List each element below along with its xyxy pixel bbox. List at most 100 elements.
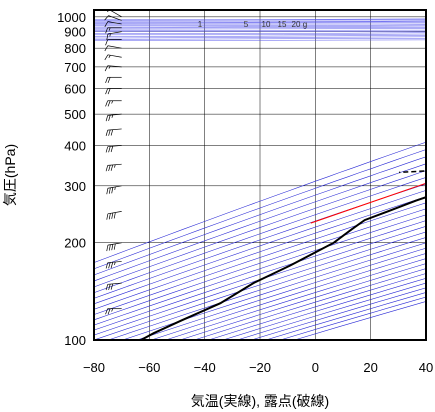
x-tick-label: 0 — [312, 360, 319, 375]
wind-barb-flag — [108, 213, 111, 220]
wind-barb-flag — [105, 39, 108, 46]
profile-lines — [140, 170, 426, 340]
wind-barb — [104, 21, 122, 27]
adiabat-lines — [94, 10, 426, 340]
wind-barb-flag — [105, 88, 108, 95]
mixing-ratio-label: 10 — [262, 20, 271, 29]
wind-barb-flag — [111, 100, 114, 104]
y-axis-title: 気圧(hPa) — [2, 144, 18, 206]
wind-barb-flag — [107, 77, 111, 84]
wind-barb — [106, 211, 122, 220]
mixing-ratio-label: 5 — [244, 20, 249, 29]
wind-barb-flag — [111, 308, 114, 312]
y-tick-label: 400 — [64, 138, 86, 153]
dry-adiabat-line — [94, 196, 426, 310]
plot-frame — [93, 9, 427, 341]
wind-barb-staff — [107, 31, 122, 35]
dry-adiabat-line — [94, 141, 426, 263]
parcel-line — [310, 182, 426, 224]
wind-barb-flag — [110, 164, 114, 171]
dry-adiabat-line — [179, 263, 426, 340]
dry-adiabat-line — [94, 177, 426, 293]
wind-barb — [105, 27, 122, 34]
wind-barb-flag — [110, 129, 114, 136]
wind-barb-flag — [110, 262, 114, 269]
wind-barb-staff — [107, 128, 122, 131]
y-tick-label: 600 — [64, 82, 86, 97]
wind-barb-flag — [113, 243, 116, 250]
wind-barb — [105, 282, 122, 291]
x-axis-title: 気温(実線), 露点(破線) — [191, 393, 329, 409]
wind-barb-flag — [108, 187, 111, 194]
wind-barb-staff — [109, 10, 122, 18]
wind-barb — [106, 242, 122, 252]
dry-adiabat-line — [94, 231, 426, 340]
wind-barb-flag — [104, 54, 109, 61]
wind-barb — [105, 88, 122, 95]
wind-barb-staff — [108, 15, 122, 21]
wind-barb-flag — [114, 164, 116, 168]
wind-barb — [105, 100, 122, 107]
wind-barb — [105, 261, 122, 269]
wind-barb-flag — [107, 88, 111, 95]
wind-barb-flag — [105, 308, 108, 315]
wind-barb-flag — [104, 65, 109, 72]
wind-barb-flag — [105, 146, 109, 153]
dry-adiabat-line — [94, 208, 426, 321]
dry-adiabat-line — [94, 202, 426, 315]
dry-adiabat-line — [94, 156, 426, 276]
dry-adiabat-line — [94, 225, 426, 336]
mixing-ratio-label: g — [303, 20, 307, 29]
wind-barb-flag — [108, 165, 111, 172]
wind-barb — [104, 54, 122, 61]
wind-barb-staff — [107, 21, 122, 25]
dry-adiabat-line — [94, 190, 426, 305]
wind-barb-staff — [107, 45, 122, 49]
wind-barb-flag — [111, 114, 114, 118]
dry-adiabat-line — [265, 292, 426, 340]
mixing-ratio-label: 20 — [292, 20, 301, 29]
wind-barb-flag — [111, 187, 114, 194]
wind-barb-flag — [106, 245, 109, 252]
wind-barb-staff — [107, 242, 122, 246]
y-tick-label: 500 — [64, 107, 86, 122]
wind-barb-flag — [111, 212, 114, 219]
wind-barb-flag — [107, 308, 111, 315]
dry-adiabat-line — [222, 278, 426, 340]
wind-barb-flag — [104, 45, 109, 52]
y-tick-label: 100 — [64, 333, 86, 348]
dry-adiabat-line — [237, 282, 426, 340]
dry-adiabat-line — [280, 296, 426, 340]
wind-barb-flag — [105, 115, 109, 122]
y-tick-label: 1000 — [57, 10, 86, 25]
x-tick-label: 20 — [363, 360, 377, 375]
y-tick-label: 200 — [64, 236, 86, 251]
wind-barb-flag — [108, 115, 111, 121]
wind-barb — [105, 113, 122, 122]
wind-barb-flag — [110, 283, 114, 290]
wind-barb-flag — [105, 262, 109, 269]
wind-barb-flag — [114, 261, 116, 266]
wind-barb — [105, 39, 122, 46]
isobar-isotherm-grid — [94, 10, 426, 341]
wind-barb-flag — [106, 33, 109, 41]
wind-barb-flag — [108, 27, 111, 31]
wind-barb-flag — [108, 284, 111, 290]
dry-adiabat-line — [94, 170, 426, 288]
wind-barb-flag — [105, 100, 108, 107]
x-tick-label: −80 — [83, 360, 105, 375]
wind-barb-flag — [105, 165, 109, 172]
wind-barb-flag — [104, 21, 109, 27]
wind-barb-flag — [108, 262, 111, 269]
y-tick-label: 300 — [64, 179, 86, 194]
x-tick-label: −40 — [194, 360, 216, 375]
wind-barb-flag — [104, 15, 109, 21]
wind-barb-staff — [107, 163, 122, 166]
dry-adiabat-line — [94, 163, 426, 282]
wind-barbs — [104, 10, 122, 340]
wind-barb-staff — [107, 185, 122, 189]
wind-barb-flag — [105, 130, 109, 137]
wind-barb — [105, 163, 122, 172]
wind-barb-flag — [106, 213, 109, 220]
